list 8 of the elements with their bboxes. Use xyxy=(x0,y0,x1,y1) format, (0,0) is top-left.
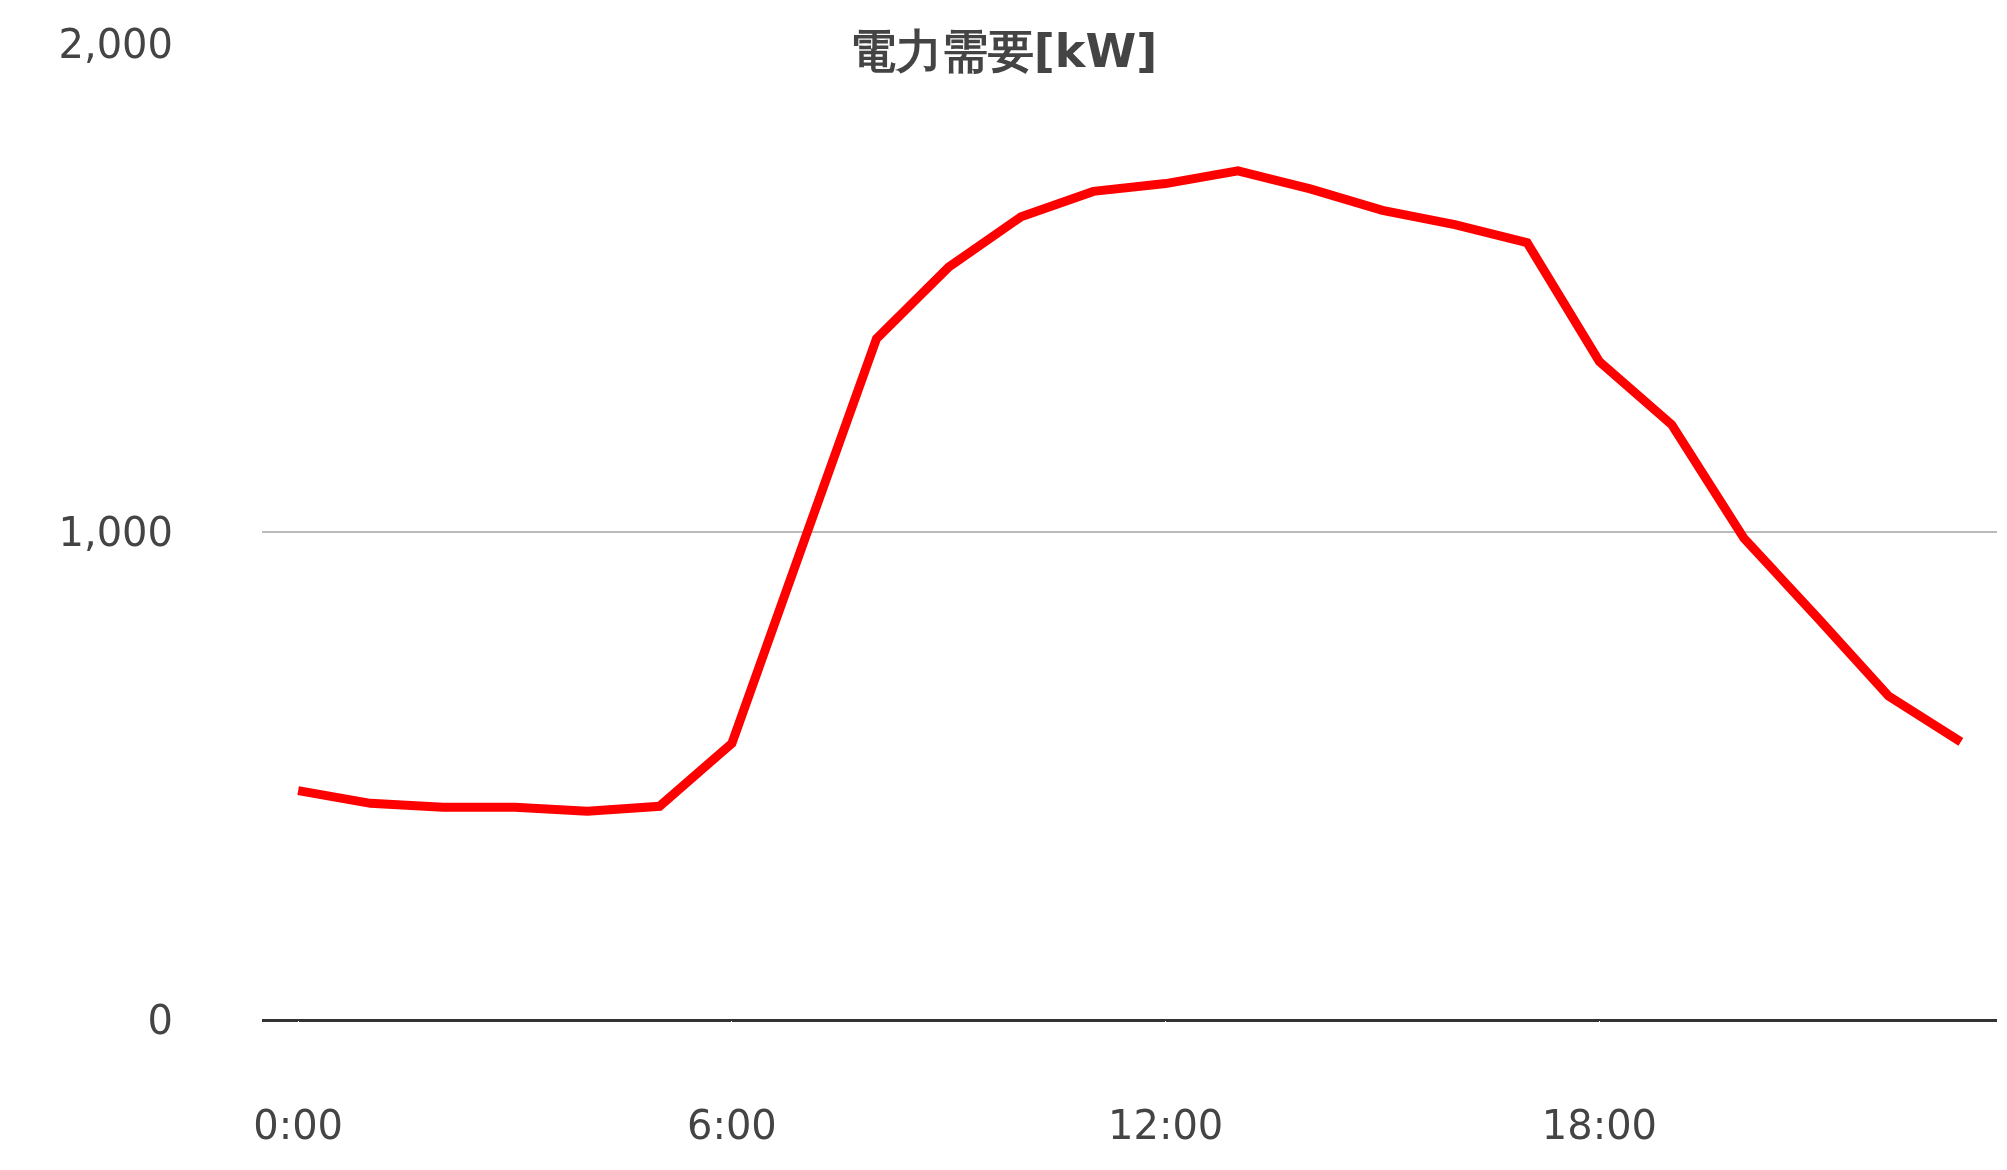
x-tick-label: 6:00 xyxy=(686,1102,777,1148)
y-tick-label: 0 xyxy=(147,997,173,1043)
x-tick-label: 0:00 xyxy=(253,1102,344,1148)
x-tick-label: 18:00 xyxy=(1541,1102,1658,1148)
chart-title: 電力需要[kW] xyxy=(849,24,1158,79)
y-tick-label: 1,000 xyxy=(58,509,173,555)
y-tick-label: 2,000 xyxy=(58,21,173,67)
x-tick-label: 12:00 xyxy=(1108,1102,1224,1148)
